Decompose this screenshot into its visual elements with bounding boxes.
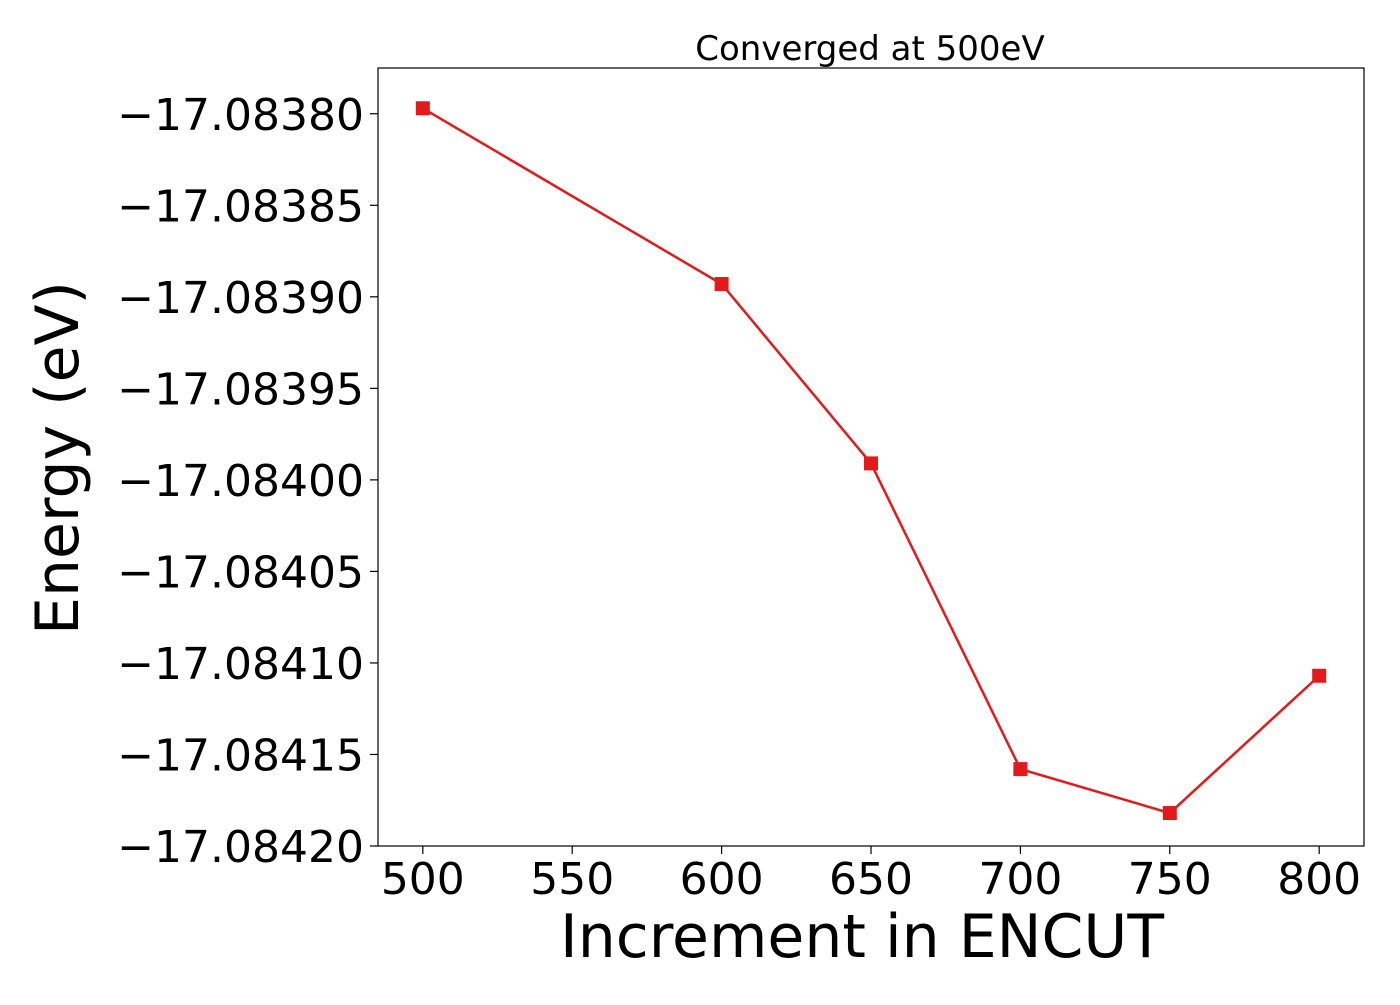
data-point-marker [1013,762,1028,777]
data-point-marker [1162,806,1177,821]
y-tick-label: −17.08415 [117,730,364,781]
x-tick-label: 800 [1277,854,1361,905]
x-tick-label: 550 [530,854,614,905]
y-tick-label: −17.08385 [117,181,364,232]
data-point-marker [1312,668,1327,683]
chart-title: Converged at 500eV [695,29,1044,69]
y-tick-label: −17.08410 [117,639,364,690]
x-tick-label: 600 [680,854,764,905]
data-point-marker [864,456,878,471]
data-point-marker [415,101,430,116]
y-tick-label: −17.08420 [117,822,364,873]
y-tick-label: −17.08380 [117,90,364,141]
y-tick-label: −17.08390 [117,273,364,324]
x-tick-label: 750 [1128,854,1212,905]
x-axis-label: Increment in ENCUT [560,902,1164,972]
x-tick-label: 700 [978,854,1062,905]
x-tick-label: 500 [381,854,465,905]
plot-area: 500 550 600 650 700 750 800 −17.08380 −17.08385 −… [117,67,1365,905]
series-line [422,107,1321,815]
y-tick-label: −17.08405 [117,547,364,598]
data-point-marker [714,277,729,292]
x-tick-label: 650 [829,854,913,905]
y-tick-label: −17.08400 [117,456,364,507]
y-tick-label: −17.08395 [117,364,364,415]
y-axis-label: Energy (eV) [23,281,93,635]
